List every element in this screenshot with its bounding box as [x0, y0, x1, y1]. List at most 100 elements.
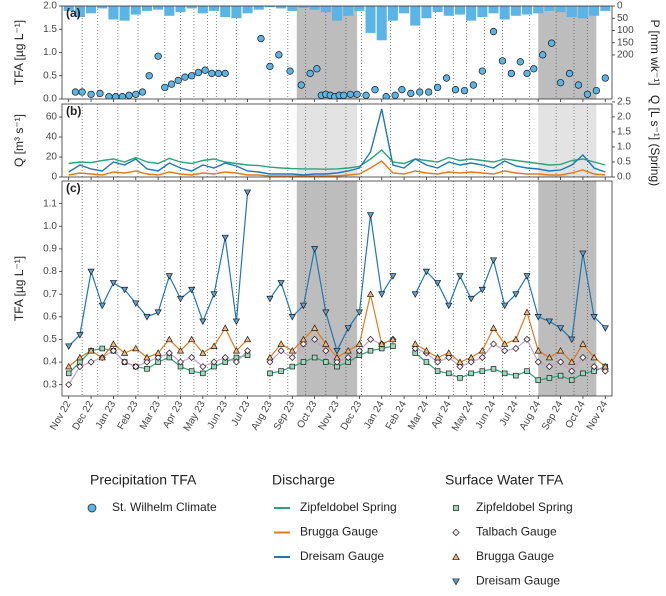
y-tick-label: 0.6: [43, 311, 57, 322]
data-point: [498, 57, 507, 65]
data-point: [232, 347, 240, 354]
data-point: [446, 370, 452, 377]
data-point: [344, 354, 352, 362]
precip-bar: [97, 6, 108, 9]
precip-bar: [477, 6, 488, 18]
precip-bar: [209, 6, 220, 11]
data-point: [590, 314, 598, 321]
precip-bar: [74, 6, 85, 18]
data-point: [311, 335, 319, 343]
precip-bar: [298, 6, 309, 8]
data-point: [210, 358, 218, 366]
precip-bar: [108, 6, 119, 20]
data-point: [65, 370, 72, 377]
y2-tick-label: 150: [617, 37, 634, 48]
precip-bar: [331, 6, 343, 21]
data-point: [422, 268, 431, 276]
data-point: [154, 354, 162, 362]
data-point: [322, 340, 330, 347]
data-point: [534, 314, 542, 321]
data-point: [65, 381, 73, 389]
data-point: [545, 363, 553, 371]
legend-label: Dreisam Gauge: [300, 549, 384, 563]
data-point: [512, 344, 520, 352]
data-point: [468, 370, 474, 377]
x-tick-label: Jun 24: [474, 399, 499, 431]
x-tick-label: May 24: [450, 399, 476, 433]
data-point: [366, 212, 375, 219]
panel-frame: [61, 103, 613, 178]
data-point: [138, 88, 147, 96]
data-point: [132, 300, 140, 307]
data-point: [154, 52, 162, 60]
data-point: [199, 349, 207, 356]
data-point: [333, 358, 341, 366]
precip-bar: [164, 6, 175, 16]
data-point: [98, 353, 106, 361]
data-point: [322, 309, 330, 316]
precip-bar: [253, 6, 264, 10]
y2-axis-title: Q [L s⁻¹] (Spring): [648, 95, 662, 186]
x-tick-label: Dec 22: [71, 399, 97, 432]
data-point: [568, 358, 576, 365]
data-point: [266, 62, 274, 71]
precip-bar: [320, 6, 331, 13]
data-point: [98, 302, 106, 310]
data-point: [177, 358, 184, 366]
data-point: [592, 86, 600, 95]
series-line: [68, 108, 606, 176]
data-point: [87, 90, 95, 98]
y2-tick-label: 1.0: [617, 142, 631, 153]
data-point: [65, 343, 73, 350]
precip-bar: [276, 6, 287, 9]
data-point: [87, 358, 95, 366]
y-tick-label: 0.7: [43, 289, 57, 300]
data-point: [78, 88, 86, 96]
y-tick-label: 2.0: [43, 1, 57, 12]
data-point: [367, 347, 374, 354]
data-point: [125, 91, 133, 99]
precip-bar: [354, 6, 365, 11]
data-point: [355, 309, 363, 316]
panel-label: (c): [66, 181, 81, 195]
data-point: [391, 91, 399, 99]
data-point: [118, 93, 127, 99]
data-point: [176, 347, 185, 354]
precip-bar: [86, 6, 97, 14]
data-point: [382, 93, 390, 99]
data-point: [353, 90, 361, 98]
precip-bar: [466, 6, 477, 21]
data-point: [288, 354, 296, 362]
data-point: [76, 363, 84, 371]
precip-bar: [365, 6, 376, 33]
data-point: [512, 335, 520, 343]
data-point: [579, 354, 587, 362]
legend-title: Surface Water TFA: [445, 472, 564, 488]
data-point: [490, 366, 497, 372]
data-point: [200, 370, 206, 377]
data-point: [243, 189, 252, 197]
x-tick-label: Dec 23: [339, 399, 365, 432]
precip-bar: [175, 6, 186, 13]
data-point: [469, 81, 478, 89]
precip-bar: [264, 6, 275, 8]
data-point: [145, 72, 153, 80]
data-point: [188, 335, 196, 343]
data-point: [501, 340, 509, 347]
data-point: [378, 291, 386, 298]
data-point: [132, 344, 140, 352]
data-point: [434, 358, 442, 366]
legend-label: St. Wilhelm Climate: [112, 500, 217, 514]
data-point: [556, 347, 565, 354]
data-point: [232, 358, 240, 366]
precip-bar: [220, 6, 231, 18]
legend-label: Zipfeldobel Spring: [300, 500, 397, 514]
data-point: [467, 353, 475, 361]
precip-bar: [499, 6, 510, 20]
data-point: [545, 318, 553, 326]
precip-bar: [197, 6, 208, 14]
data-point: [161, 83, 169, 92]
data-point: [557, 372, 564, 379]
data-point: [534, 347, 542, 354]
data-point: [165, 349, 173, 357]
